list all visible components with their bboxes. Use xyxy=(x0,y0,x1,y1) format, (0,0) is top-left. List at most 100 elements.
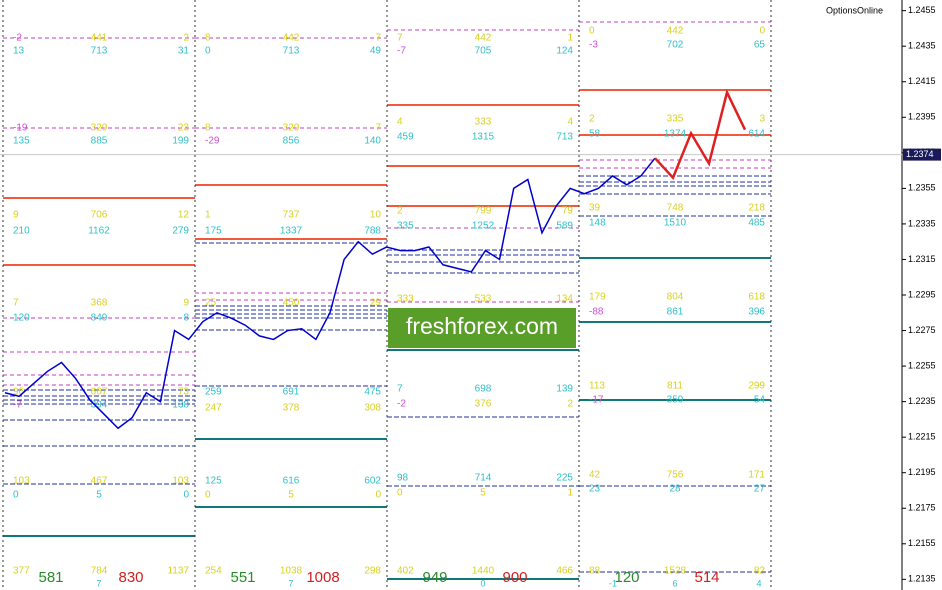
level-stat: -2 xyxy=(397,399,406,410)
down-count: 1008 xyxy=(306,569,339,586)
level-stat: 13 xyxy=(13,46,25,57)
level-stat: 308 xyxy=(364,403,381,414)
level-stat: 0 xyxy=(397,488,403,499)
level-stat: 0 xyxy=(205,490,211,501)
price-levels xyxy=(2,0,772,590)
level-stat: 616 xyxy=(283,476,300,487)
total-stat: 82 xyxy=(754,566,766,577)
level-stat: 1374 xyxy=(664,129,687,140)
level-stat: 139 xyxy=(556,384,573,395)
level-stat: 0 xyxy=(759,26,765,37)
level-stat: 124 xyxy=(556,46,573,57)
level-stat: 134 xyxy=(556,294,573,305)
brand: OptionsOnline xyxy=(826,5,883,15)
level-stat: 96 xyxy=(13,387,25,398)
level-stat: 1 xyxy=(567,33,573,44)
total-stat: 402 xyxy=(397,566,414,577)
level-stat: 199 xyxy=(172,136,189,147)
level-stat: 5 xyxy=(480,488,486,499)
level-stat: 175 xyxy=(205,226,222,237)
level-stat: 113 xyxy=(589,381,605,392)
current-price-box xyxy=(903,148,941,161)
level-stat: 7 xyxy=(375,123,381,134)
level-stat: 467 xyxy=(91,476,108,487)
forecast-line xyxy=(654,88,747,181)
level-stat: 788 xyxy=(364,226,381,237)
level-stat: 475 xyxy=(364,387,381,398)
note-stat: -1 xyxy=(609,578,617,588)
level-stat: 333 xyxy=(475,117,492,128)
up-count: 551 xyxy=(230,569,255,586)
y-tick-label: 1.2455 xyxy=(908,5,936,15)
level-stat: 103 xyxy=(13,476,30,487)
total-stat: 1528 xyxy=(664,566,687,577)
level-stat: 667 xyxy=(91,387,108,398)
y-tick-label: 1.2415 xyxy=(908,76,936,86)
level-stat: 28 xyxy=(669,484,681,495)
level-stat: 140 xyxy=(364,136,381,147)
level-stat: 849 xyxy=(91,313,108,324)
level-stat: 737 xyxy=(283,210,300,221)
level-stat: 799 xyxy=(475,206,492,217)
total-stat: 1137 xyxy=(167,566,189,577)
level-stat: 1 xyxy=(567,488,573,499)
y-tick-label: 1.2335 xyxy=(908,218,936,228)
watermark-box xyxy=(388,308,576,348)
level-stat: 247 xyxy=(205,403,222,414)
level-stat: 1252 xyxy=(472,221,495,232)
level-stat: 885 xyxy=(91,136,108,147)
level-stat: 259 xyxy=(205,387,222,398)
y-tick-label: 1.2215 xyxy=(908,432,936,442)
level-stat: 2 xyxy=(183,33,189,44)
total-stat: 254 xyxy=(205,566,222,577)
level-stat: 811 xyxy=(667,381,683,392)
level-stat: 8 xyxy=(205,123,211,134)
note-stat: 4 xyxy=(756,578,761,588)
level-stat: 804 xyxy=(667,292,684,303)
level-stat: -88 xyxy=(589,307,604,318)
level-stat: 442 xyxy=(475,33,492,44)
level-stat: 7 xyxy=(397,33,403,44)
level-stat: 79 xyxy=(562,206,574,217)
level-stat: 329 xyxy=(283,123,300,134)
level-stat: 179 xyxy=(589,292,606,303)
level-stat: 54 xyxy=(754,395,766,406)
level-stat: 218 xyxy=(748,203,765,214)
level-stat: 58 xyxy=(589,129,601,140)
level-stat: -3 xyxy=(589,40,598,51)
total-stat: 377 xyxy=(13,566,30,577)
y-tick-label: 1.2235 xyxy=(908,396,936,406)
level-stat: 4 xyxy=(397,117,403,128)
note-stat: 7 xyxy=(288,578,293,588)
level-stat: 706 xyxy=(91,210,108,221)
y-tick-label: 1.2435 xyxy=(908,41,936,51)
level-stat: 335 xyxy=(397,221,414,232)
level-stat: 2 xyxy=(589,114,595,125)
level-stat: 7 xyxy=(397,384,403,395)
level-stat: 120 xyxy=(13,313,30,324)
level-stat: 3 xyxy=(759,114,765,125)
level-stat: 125 xyxy=(205,476,222,487)
level-stat: 1337 xyxy=(280,226,303,237)
level-stat: 698 xyxy=(475,384,492,395)
level-stat: 602 xyxy=(364,476,381,487)
level-stat: 856 xyxy=(283,136,300,147)
y-tick-label: 1.2395 xyxy=(908,112,936,122)
level-stat: 225 xyxy=(556,473,573,484)
up-count: 949 xyxy=(422,569,447,586)
level-stat: 0 xyxy=(205,46,211,57)
level-stat: 31 xyxy=(178,46,190,57)
level-stat: 0 xyxy=(589,26,595,37)
level-stat: 39 xyxy=(589,203,601,214)
level-stat: 98 xyxy=(397,473,409,484)
level-stat: 4 xyxy=(567,117,573,128)
level-stat: -19 xyxy=(13,123,28,134)
note-stat: 0 xyxy=(480,578,485,588)
total-stat: 1038 xyxy=(280,566,303,577)
level-stat: 9 xyxy=(183,298,189,309)
level-stat: 459 xyxy=(397,132,414,143)
total-stat: 88 xyxy=(589,566,601,577)
level-stat: 614 xyxy=(748,129,765,140)
level-stat: 138 xyxy=(172,400,189,411)
